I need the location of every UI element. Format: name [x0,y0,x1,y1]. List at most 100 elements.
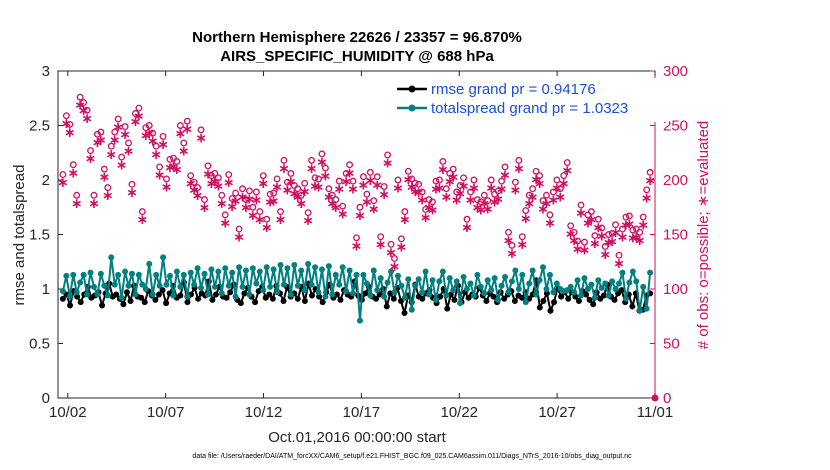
totalspread-point [291,262,298,269]
obs-possible-marker [239,185,246,193]
plot-area: 0 0.5 1 1.5 2 2.5 3 0 50 100 150 200 250 300 10/02 10/0… [29,63,688,421]
obs-possible-marker [639,213,647,221]
obs-possible-marker [646,168,654,176]
obs-possible-marker [356,203,364,211]
rmse-point [241,290,248,297]
obs-possible-marker [228,195,236,202]
obs-evaluated-marker: ∗ [430,182,442,198]
totalspread-point [495,296,502,303]
totalspread-point [132,291,139,298]
totalspread-point [633,278,640,285]
obs-possible-marker [553,176,561,184]
totalspread-point [104,292,111,299]
obs-evaluated-marker: ∗ [382,155,394,171]
obs-evaluated-marker: ∗ [644,173,656,189]
obs-evaluated-marker: ∗ [368,201,380,217]
totalspread-point [170,292,177,299]
rmse-point [600,292,607,299]
obs-evaluated-marker: ∗ [216,196,228,212]
obs-evaluated-marker: ∗ [168,159,180,175]
totalspread-point [77,279,84,286]
totalspread-point [394,272,401,279]
obs-evaluated-marker: ∗ [641,190,653,206]
obs-evaluated-marker: ∗ [503,233,515,249]
obs-possible-marker [529,185,537,193]
obs-evaluated-marker: ∗ [85,151,97,167]
obs-possible-marker [332,196,340,204]
rmse-point [447,291,454,298]
obs-evaluated-marker: ∗ [250,193,262,209]
obs-evaluated-marker: ∗ [434,181,446,197]
totalspread-point [184,293,191,300]
totalspread-point [629,268,636,275]
obs-possible-marker [480,191,488,199]
obs-possible-marker [111,128,119,136]
totalspread-point [546,271,553,278]
totalspread-point [225,282,232,289]
obs-possible-marker [287,170,295,177]
obs-evaluated-marker: ∗ [510,183,522,199]
totalspread-point [474,271,481,278]
obs-possible-marker [263,215,271,223]
obs-possible-marker [138,208,146,216]
totalspread-point [529,267,536,274]
obs-possible-marker [270,189,278,197]
obs-possible-marker [449,165,457,173]
rmse-point [159,287,166,294]
y-right-tick-label: 300 [663,63,688,80]
obs-evaluated-marker: ∗ [209,174,221,190]
obs-possible-marker [166,155,174,163]
totalspread-point [533,291,540,298]
obs-possible-marker [218,191,226,199]
obs-possible-marker [66,120,74,128]
legend-box [393,78,669,122]
x-tick-label: 10/02 [49,404,87,421]
rmse-point [141,299,148,306]
obs-possible-marker [432,177,440,185]
totalspread-point [187,269,194,276]
obs-evaluated-marker: ∗ [358,177,370,193]
totalspread-point [163,281,170,288]
obs-possible-marker [280,156,288,164]
rmse-point [77,299,84,306]
totalspread-point [609,278,616,285]
obs-evaluated-marker: ∗ [226,199,238,215]
obs-evaluated-marker: ∗ [313,179,325,195]
obs-possible-marker [605,231,613,238]
obs-evaluated-marker: ∗ [271,179,283,195]
obs-evaluated-marker: ∗ [516,237,528,253]
totalspread-point [484,277,491,284]
totalspread-point [97,270,104,277]
totalspread-point [512,267,519,274]
obs-possible-marker [467,188,474,196]
totalspread-point [305,260,312,267]
obs-evaluated-marker: ∗ [74,98,86,114]
obs-evaluated-marker: ∗ [323,189,335,205]
obs-evaluated-marker: ∗ [202,166,214,182]
obs-possible-marker [543,191,550,199]
obs-possible-marker [373,173,381,181]
y-right-axis-label: # of obs: o=possible; ∗=evaluated [695,121,712,350]
obs-possible-marker [211,170,219,177]
obs-evaluated-marker: ∗ [340,174,352,190]
obs-evaluated-marker: ∗ [371,177,383,193]
obs-possible-marker [549,188,557,196]
rmse-point [184,299,191,306]
obs-possible-marker [266,190,274,198]
obs-possible-marker [601,243,609,250]
obs-possible-marker [339,202,347,210]
totalspread-point [239,283,246,290]
obs-possible-marker [508,241,516,249]
obs-evaluated-marker: ∗ [157,137,169,153]
totalspread-point [388,268,395,275]
totalspread-point [194,265,201,272]
obs-evaluated-marker: ∗ [478,196,490,212]
obs-evaluated-marker: ∗ [378,187,390,203]
obs-evaluated-marker: ∗ [534,176,546,192]
totalspread-point [128,270,135,277]
totalspread-point [595,277,602,284]
obs-possible-marker [83,106,91,114]
totalspread-point [553,280,560,287]
rmse-point [444,305,451,312]
totalspread-point [502,274,509,281]
